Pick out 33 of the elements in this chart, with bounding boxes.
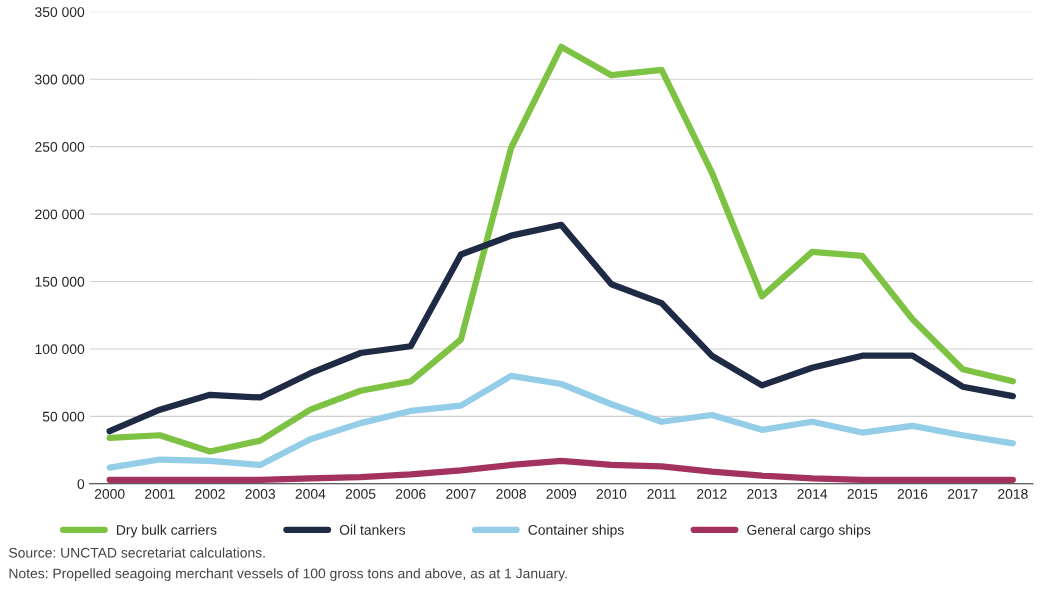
x-tick-label: 2004 <box>295 489 326 499</box>
x-tick-label: 2013 <box>747 489 777 499</box>
x-tick-label: 2007 <box>446 489 476 499</box>
text: Notes: Propelled seagoing merchant vessels of 100 gross tons and above, as at 1 January. <box>9 568 567 582</box>
legend-label: Container ships <box>528 524 624 538</box>
x-tick-label: 2000 <box>94 489 125 499</box>
x-tick-label: 2008 <box>496 489 526 499</box>
x-tick-label: 2017 <box>947 489 978 499</box>
x-tick-label: 2002 <box>195 489 225 499</box>
y-tick-label: 200 000 <box>35 209 85 220</box>
legend-label: Oil tankers <box>339 524 406 535</box>
y-tick-label: 150 000 <box>35 276 85 287</box>
y-tick-label: 250 000 <box>35 141 85 152</box>
y-tick-label: 100 000 <box>35 344 85 355</box>
x-tick-label: 2016 <box>897 489 928 499</box>
x-tick-label: 2006 <box>395 489 426 499</box>
x-tick-label: 2003 <box>245 489 276 499</box>
x-tick-label: 2010 <box>596 489 627 499</box>
x-tick-label: 2001 <box>145 489 175 499</box>
x-tick-label: 2011 <box>647 489 676 499</box>
y-tick-label: 0 <box>77 479 85 489</box>
x-tick-label: 2012 <box>697 489 727 499</box>
legend-label: General cargo ships <box>747 524 871 538</box>
y-tick-label: 50 000 <box>42 411 85 422</box>
source-note: Source: UNCTAD secretariat calculations. <box>9 547 265 558</box>
x-tick-label: 2014 <box>797 489 828 499</box>
x-tick-label: 2009 <box>546 489 577 499</box>
y-tick-label: 300 000 <box>35 74 85 85</box>
y-tick-label: 350 000 <box>35 7 85 17</box>
legend-label: Dry bulk carriers <box>116 524 217 538</box>
x-tick-label: 2018 <box>998 489 1028 499</box>
x-tick-label: 2015 <box>847 489 878 499</box>
x-tick-label: 2005 <box>345 489 376 499</box>
